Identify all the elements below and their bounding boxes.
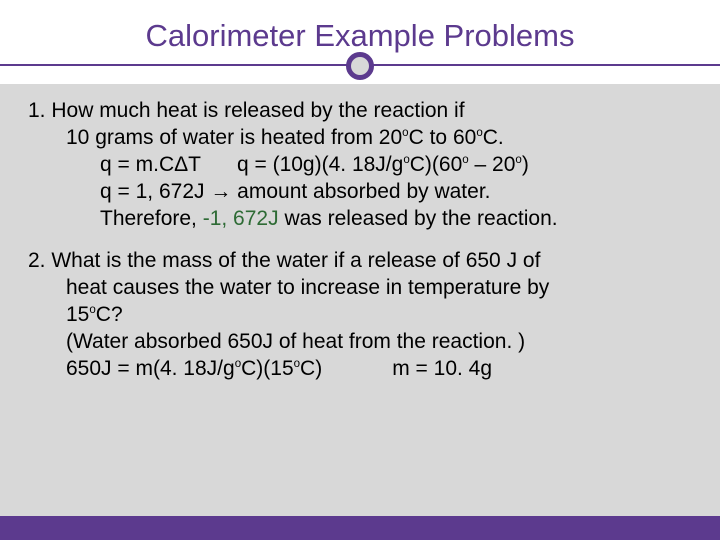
p2-line5: 650J = m(4. 18J/goC)(15oC)m = 10. 4g (28, 356, 692, 383)
p1-line5: Therefore, -1, 672J was released by the … (28, 206, 692, 233)
problem-2: 2. What is the mass of the water if a re… (28, 248, 692, 382)
slide: Calorimeter Example Problems 1. How much… (0, 0, 720, 540)
p2-answer: m = 10. 4g (392, 357, 492, 380)
footer-bar (0, 516, 720, 540)
p1-line4: q = 1, 672J → amount absorbed by water. (28, 179, 692, 206)
p2-line1: 2. What is the mass of the water if a re… (28, 248, 692, 275)
content-area: 1. How much heat is released by the reac… (0, 84, 720, 383)
ring-icon (346, 52, 374, 80)
p1-line3: q = m.CΔTq = (10g)(4. 18J/goC)(60o – 20o… (28, 152, 692, 179)
p2-line3: 15oC? (28, 302, 692, 329)
p2-line4: (Water absorbed 650J of heat from the re… (28, 329, 692, 356)
p2-line2: heat causes the water to increase in tem… (28, 275, 692, 302)
p1-line1: 1. How much heat is released by the reac… (28, 98, 692, 125)
slide-title: Calorimeter Example Problems (0, 18, 720, 54)
title-band: Calorimeter Example Problems (0, 0, 720, 84)
negative-value: -1, 672J (203, 207, 279, 230)
problem-1: 1. How much heat is released by the reac… (28, 98, 692, 232)
p1-line2: 10 grams of water is heated from 20oC to… (28, 125, 692, 152)
